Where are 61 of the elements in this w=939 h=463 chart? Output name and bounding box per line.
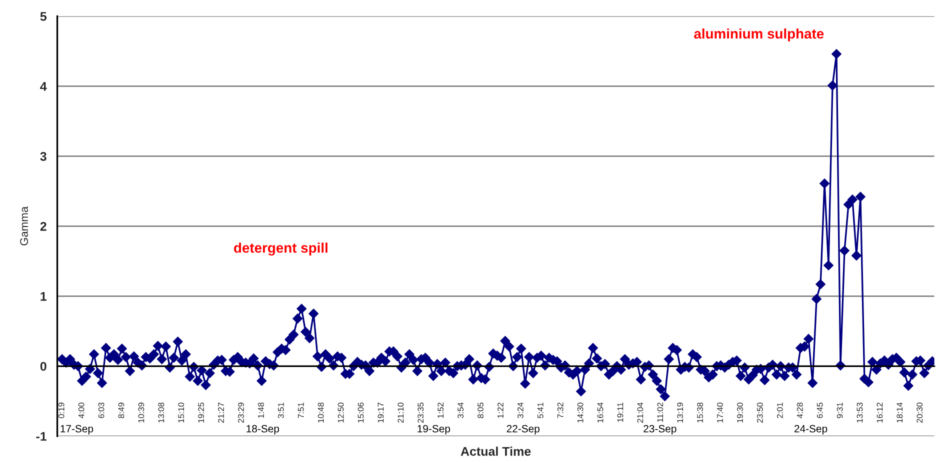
x-tick-label: 6:03 (98, 402, 104, 418)
x-tick-label: 17:40 (717, 402, 723, 422)
x-tick-label: 14:30 (577, 402, 584, 422)
x-tick-label: 10:48 (318, 402, 324, 422)
x-tick-label: 19:30 (737, 402, 743, 422)
annotation: 22-Sep (506, 425, 540, 434)
x-tick-label: 2:01 (776, 402, 783, 418)
x-tick-label: 3:54 (458, 402, 464, 418)
x-tick-label: 1:48 (258, 402, 264, 418)
x-tick-label: 4:00 (78, 402, 84, 418)
x-tick-label: 18:14 (896, 402, 903, 422)
x-tick-label: 11:02 (657, 402, 664, 422)
y-axis-title: Gamma (20, 206, 28, 246)
x-axis-title: Actual Time (460, 446, 531, 456)
x-tick-label: 19:25 (198, 402, 204, 422)
x-tick-label: 20:30 (916, 402, 923, 423)
x-tick-label: 0:19 (58, 402, 64, 418)
x-tick-label: 23:50 (756, 402, 763, 423)
x-tick-label: 7:32 (557, 402, 564, 418)
y-tick-label: 0 (40, 362, 46, 371)
y-tick-label: 2 (40, 222, 46, 231)
x-tick-label: 13:08 (158, 402, 164, 422)
y-tick-label: 4 (40, 82, 47, 91)
x-tick-label: 21:04 (637, 402, 644, 423)
x-tick-label: 16:54 (597, 402, 604, 422)
y-tick-label: -1 (36, 432, 47, 441)
x-tick-label: 9:31 (836, 402, 843, 418)
y-tick-label: 3 (40, 152, 46, 161)
x-tick-label: 16:12 (876, 402, 883, 422)
x-tick-label: 5:41 (538, 402, 544, 418)
x-tick-label: 15:06 (358, 402, 364, 422)
x-tick-label: 1:22 (498, 402, 504, 418)
x-tick-label: 23:35 (418, 402, 424, 423)
y-tick-label: 1 (40, 292, 47, 301)
annotation: 24-Sep (794, 425, 828, 434)
x-tick-label: 4:28 (796, 402, 803, 418)
x-tick-label: 21:10 (398, 402, 404, 423)
annotation: 19-Sep (418, 425, 450, 434)
x-tick-label: 19:17 (378, 402, 384, 422)
x-tick-label: 8:05 (478, 402, 484, 418)
x-tick-label: 1:52 (438, 402, 444, 418)
x-tick-label: 3:51 (278, 402, 284, 418)
x-tick-label: 13:53 (856, 402, 863, 422)
x-tick-label: 13:19 (677, 402, 684, 422)
x-tick-label: 8:49 (118, 402, 124, 418)
x-tick-label: 12:50 (338, 402, 344, 422)
annotation: 17-Sep (60, 425, 94, 434)
x-tick-label: 21:27 (218, 402, 224, 423)
x-tick-label: 19:11 (617, 402, 624, 422)
x-tick-label: 10:39 (138, 402, 144, 422)
x-tick-label: 15:38 (697, 402, 704, 422)
annotation: 18-Sep (246, 425, 279, 434)
annotation: 23-Sep (644, 425, 676, 434)
x-tick-label: 3:24 (517, 402, 524, 418)
x-tick-label: 6:45 (816, 402, 823, 418)
annotation: aluminium sulphate (694, 28, 824, 42)
x-tick-label: 23:29 (238, 402, 244, 423)
y-tick-label: 5 (40, 12, 47, 21)
x-tick-label: 7:51 (298, 402, 304, 418)
annotation: detergent spill (234, 242, 328, 256)
x-tick-label: 15:10 (178, 402, 184, 422)
